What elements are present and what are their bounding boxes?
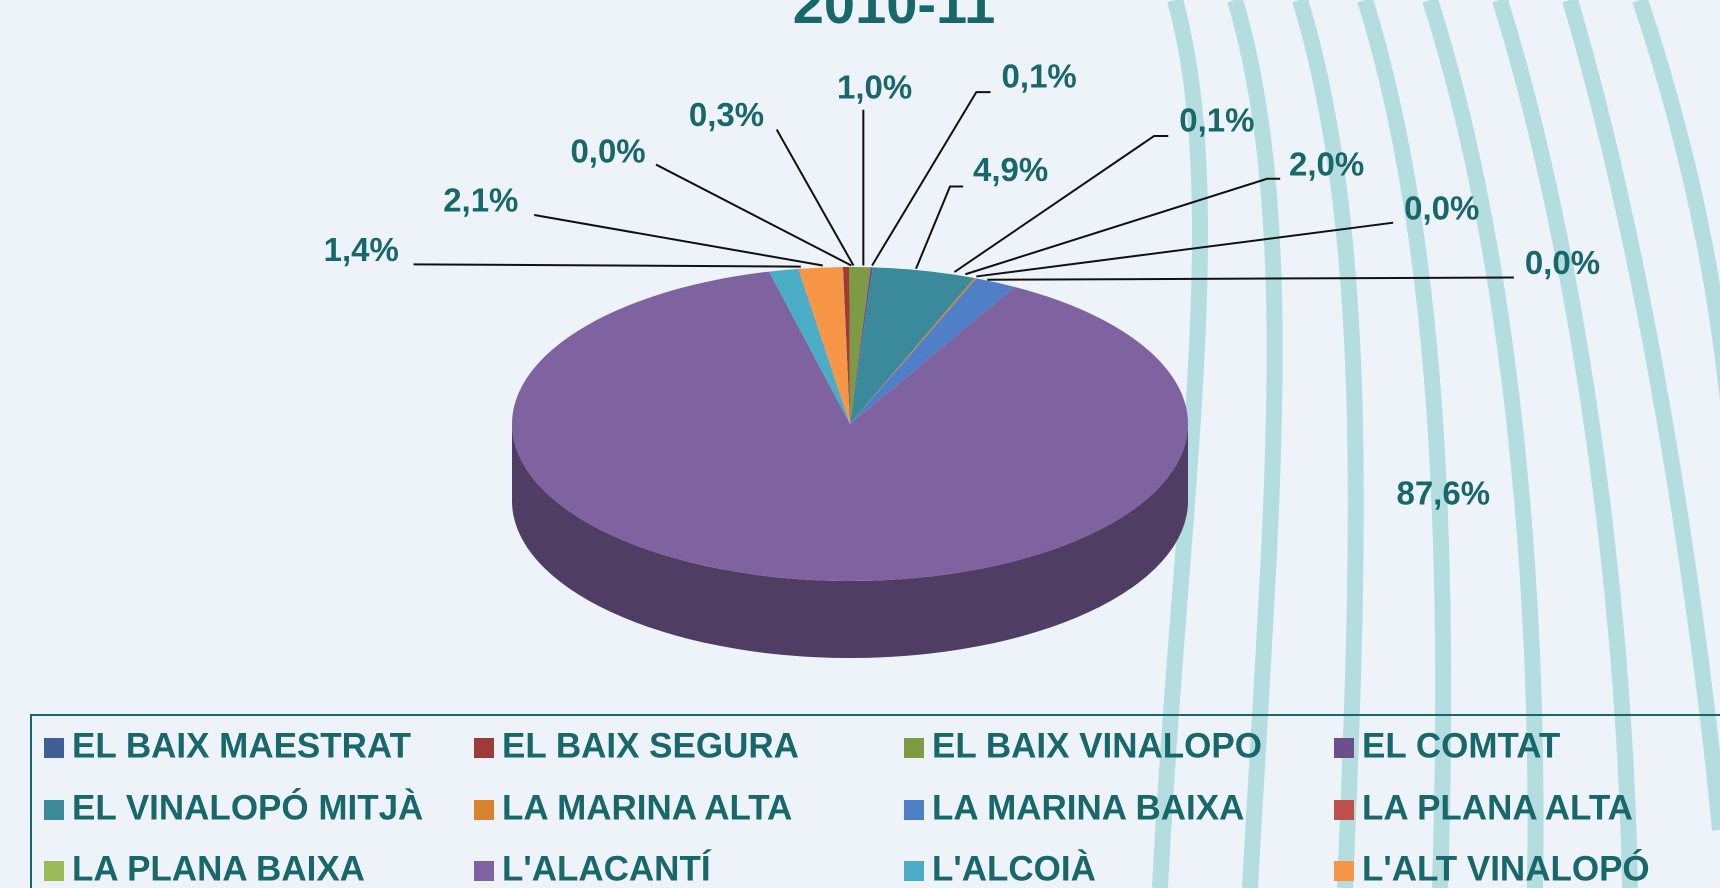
data-label: 0,1% — [1002, 58, 1077, 95]
legend-label: L'ALCOIÀ — [932, 848, 1096, 888]
data-label: 2,1% — [443, 182, 518, 219]
legend-label: L'ALT VINALOPÓ — [1362, 848, 1650, 888]
pie-slice — [850, 267, 873, 424]
leader-line — [655, 163, 852, 267]
leader-line — [915, 185, 964, 270]
leader-line — [871, 91, 991, 266]
pie-slice-side — [512, 424, 1188, 658]
legend-label: EL COMTAT — [1362, 726, 1560, 765]
pie-slice — [842, 267, 850, 424]
legend-swatch — [1334, 738, 1354, 758]
legend-swatch — [44, 800, 64, 820]
legend-label: EL BAIX MAESTRAT — [72, 726, 411, 765]
data-label: 4,9% — [973, 151, 1048, 188]
leader-line — [775, 128, 855, 266]
legend-swatch — [474, 861, 494, 881]
legend-swatch — [1334, 861, 1354, 881]
legend-swatch — [1334, 800, 1354, 820]
legend-swatch — [44, 861, 64, 881]
data-label: 1,0% — [837, 69, 912, 106]
legend-label: LA PLANA ALTA — [1362, 788, 1633, 827]
legend-label: LA MARINA BAIXA — [932, 788, 1244, 827]
pie-slice — [849, 267, 871, 424]
background-stripes — [1152, 0, 1720, 888]
legend-label: L'ALACANTÍ — [502, 848, 712, 888]
pie-slice — [850, 278, 977, 424]
data-label: 0,0% — [1525, 244, 1600, 281]
leader-line — [534, 214, 823, 267]
chart-title: 2010-11 — [793, 0, 995, 35]
pie-slice — [850, 267, 975, 424]
leader-line — [953, 135, 1169, 273]
legend: EL BAIX MAESTRAT EL BAIX SEGURA EL BAIX VI… — [44, 726, 1650, 888]
legend-label: EL BAIX VINALOPO — [932, 726, 1262, 765]
data-label: 87,6% — [1396, 475, 1490, 512]
pie — [512, 267, 1188, 658]
legend-label: EL BAIX SEGURA — [502, 726, 799, 765]
leader-line — [965, 177, 1281, 276]
leader-line — [987, 276, 1514, 281]
legend-swatch — [904, 861, 924, 881]
data-label: 0,3% — [689, 96, 764, 133]
pie-slice — [850, 278, 1015, 424]
data-label: 0,0% — [1404, 189, 1479, 226]
legend-swatch — [474, 800, 494, 820]
data-label: 2,0% — [1289, 145, 1364, 182]
legend-label: EL VINALOPÓ MITJÀ — [72, 787, 423, 827]
leader-line — [976, 221, 1394, 278]
pie-slice — [512, 271, 1188, 581]
legend-label: LA PLANA BAIXA — [72, 849, 365, 888]
data-label: 0,1% — [1179, 102, 1254, 139]
legend-swatch — [474, 738, 494, 758]
legend-label: LA MARINA ALTA — [502, 788, 792, 827]
legend-swatch — [904, 800, 924, 820]
legend-box — [30, 714, 1720, 888]
data-labels: 0,0% 0,3% 1,0% 0,1% 4,9% 0,1% 2,0% 0,0% 0,0% 87,6… — [324, 58, 1600, 512]
data-label: 1,4% — [324, 231, 399, 268]
legend-swatch — [44, 738, 64, 758]
pie-slice — [769, 268, 850, 424]
data-label: 0,0% — [570, 132, 645, 169]
legend-swatch — [904, 738, 924, 758]
leader-line — [413, 263, 801, 268]
pie-slice — [798, 267, 850, 424]
